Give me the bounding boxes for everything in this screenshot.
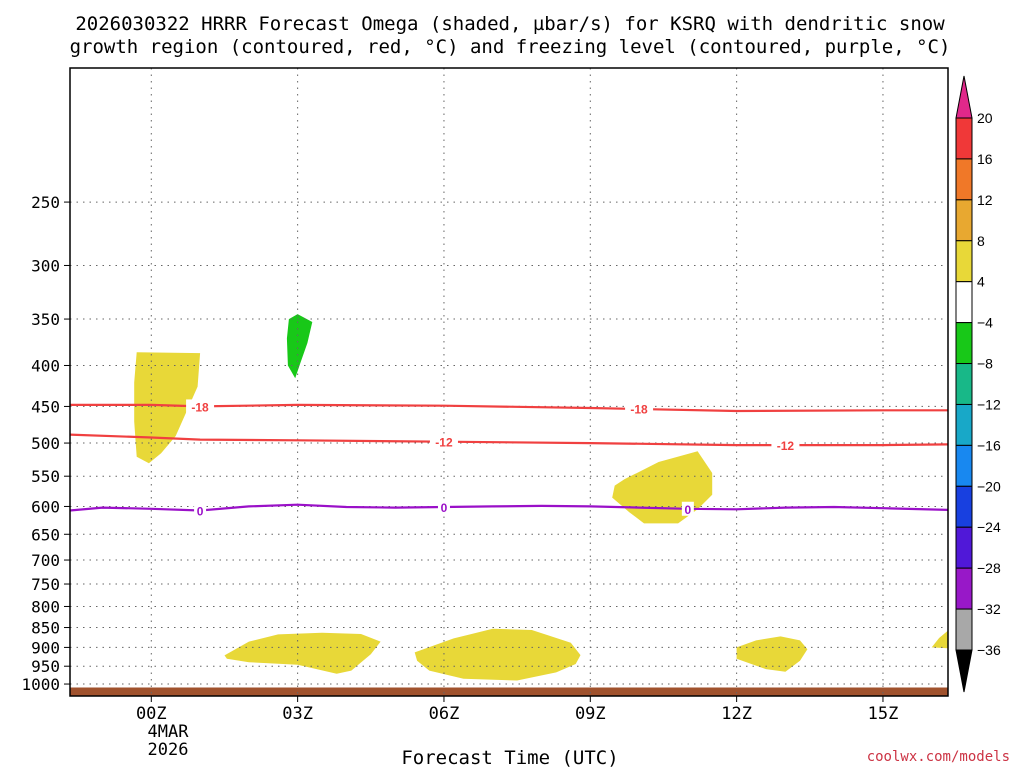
y-tick-label-550: 550 <box>31 467 60 486</box>
colorbar-label-12: 12 <box>977 192 993 208</box>
colorbar-label--8: −8 <box>977 356 993 372</box>
contour-label--18: -18 <box>191 400 209 414</box>
y-tick-label-650: 650 <box>31 525 60 544</box>
colorbar: 20 16 12 8 4 −4 −8 −12 −16 −20 −24 −28 −32 −36 <box>955 75 1001 693</box>
colorbar-label--16: −16 <box>977 437 1001 453</box>
date-label-month: 4MAR <box>148 722 190 742</box>
credit-text: coolwx.com/models <box>867 749 1010 765</box>
contour-label-0: 0 <box>197 504 204 518</box>
y-tick-label-1000: 1000 <box>21 675 60 694</box>
colorbar-segment <box>955 526 973 569</box>
date-label-year: 2026 <box>148 740 189 760</box>
contour-label-bg <box>429 434 458 449</box>
y-tick-label-400: 400 <box>31 356 60 375</box>
contour-label-0: 0 <box>441 501 448 515</box>
contour-label-bg <box>625 401 654 416</box>
y-tick-label-950: 950 <box>31 657 60 676</box>
grid-lines <box>70 68 948 696</box>
colorbar-top-arrow <box>955 75 973 119</box>
omega-pos-5 <box>736 636 808 672</box>
y-tick-label-750: 750 <box>31 575 60 594</box>
colorbar-segment <box>955 608 973 651</box>
contour-label-0: 0 <box>685 503 692 517</box>
colorbar-bottom-arrow <box>955 649 973 693</box>
colorbar-label-16: 16 <box>977 151 993 167</box>
x-axis-label: Forecast Time (UTC) <box>401 747 618 768</box>
x-tick-label-09Z: 09Z <box>575 704 606 724</box>
colorbar-segment <box>955 403 973 446</box>
y-tick-label-350: 350 <box>31 310 60 329</box>
y-tick-label-600: 600 <box>31 497 60 516</box>
temperature-contours: -18 -18 -12 -12 0 0 0 <box>69 399 948 518</box>
y-tick-label-500: 500 <box>31 434 60 453</box>
colorbar-label--12: −12 <box>977 396 1001 412</box>
x-tick-label-00Z: 00Z <box>136 704 167 724</box>
colorbar-segment <box>955 199 973 242</box>
colorbar-label-8: 8 <box>977 233 985 249</box>
plot-frame <box>69 67 949 697</box>
colorbar-segment <box>955 158 973 201</box>
colorbar-segment <box>955 281 973 324</box>
x-tick-label-06Z: 06Z <box>429 704 460 724</box>
colorbar-label--4: −4 <box>977 315 993 331</box>
colorbar-segment <box>955 117 973 160</box>
chart-title-line1: 2026030322 HRRR Forecast Omega (shaded, … <box>75 13 945 35</box>
omega-pos-3 <box>224 632 381 674</box>
colorbar-segment <box>955 485 973 528</box>
colorbar-segment <box>955 240 973 283</box>
y-tick-label-900: 900 <box>31 638 60 657</box>
colorbar-label-4: 4 <box>977 274 985 290</box>
omega-pos-6 <box>931 630 948 649</box>
y-tick-label-250: 250 <box>31 193 60 212</box>
colorbar-label--36: −36 <box>977 642 1001 658</box>
contour-label--18: -18 <box>630 403 648 417</box>
contour-label-bg <box>186 399 215 414</box>
contour-label-bg <box>771 438 800 453</box>
plot-area: -18 -18 -12 -12 0 0 0 <box>69 67 949 697</box>
y-tick-label-800: 800 <box>31 597 60 616</box>
ground-surface <box>70 687 948 696</box>
x-tick-label-12Z: 12Z <box>721 704 752 724</box>
y-tick-label-700: 700 <box>31 551 60 570</box>
colorbar-label--20: −20 <box>977 478 1001 494</box>
colorbar-label--28: −28 <box>977 560 1001 576</box>
omega-neg-1 <box>286 314 313 379</box>
plot-background <box>70 68 948 696</box>
contour--18 <box>69 403 948 413</box>
colorbar-segment <box>955 322 973 365</box>
contour-label-bg <box>437 500 450 515</box>
x-tick-label-15Z: 15Z <box>868 704 899 724</box>
chart-title-line2: growth region (contoured, red, °C) and f… <box>70 36 951 58</box>
y-tick-label-450: 450 <box>31 397 60 416</box>
x-axis-ticks: 00Z 03Z 06Z 09Z 12Z 15Z <box>136 696 898 724</box>
contour-label--12: -12 <box>435 436 453 450</box>
colorbar-label--24: −24 <box>977 519 1001 535</box>
colorbar-label--32: −32 <box>977 601 1001 617</box>
omega-pos-1 <box>134 352 201 464</box>
colorbar-label-20: 20 <box>977 110 993 126</box>
colorbar-segment <box>955 444 973 487</box>
colorbar-segment <box>955 567 973 610</box>
contour-label-bg <box>194 503 207 518</box>
contour-label-bg <box>681 501 694 516</box>
omega-shading <box>134 314 948 681</box>
y-tick-label-850: 850 <box>31 619 60 638</box>
y-tick-label-300: 300 <box>31 256 60 275</box>
colorbar-segment <box>955 363 973 405</box>
contour-label--12: -12 <box>777 439 795 453</box>
x-tick-label-03Z: 03Z <box>282 704 313 724</box>
omega-pos-4 <box>414 628 581 681</box>
y-axis-ticks: 2503003504004505005506006507007508008509… <box>21 193 70 694</box>
